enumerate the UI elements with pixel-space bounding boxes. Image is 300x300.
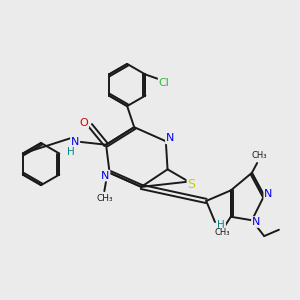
Text: N: N (166, 134, 174, 143)
Text: CH₃: CH₃ (215, 228, 230, 237)
Text: H: H (67, 147, 75, 157)
Text: N: N (252, 217, 260, 227)
Text: S: S (188, 178, 196, 191)
Text: Cl: Cl (159, 77, 170, 88)
Text: CH₃: CH₃ (251, 152, 267, 160)
Text: H: H (218, 220, 225, 230)
Text: N: N (264, 189, 273, 199)
Text: N: N (71, 137, 80, 147)
Text: N: N (101, 171, 110, 181)
Text: CH₃: CH₃ (96, 194, 112, 203)
Text: O: O (80, 118, 88, 128)
